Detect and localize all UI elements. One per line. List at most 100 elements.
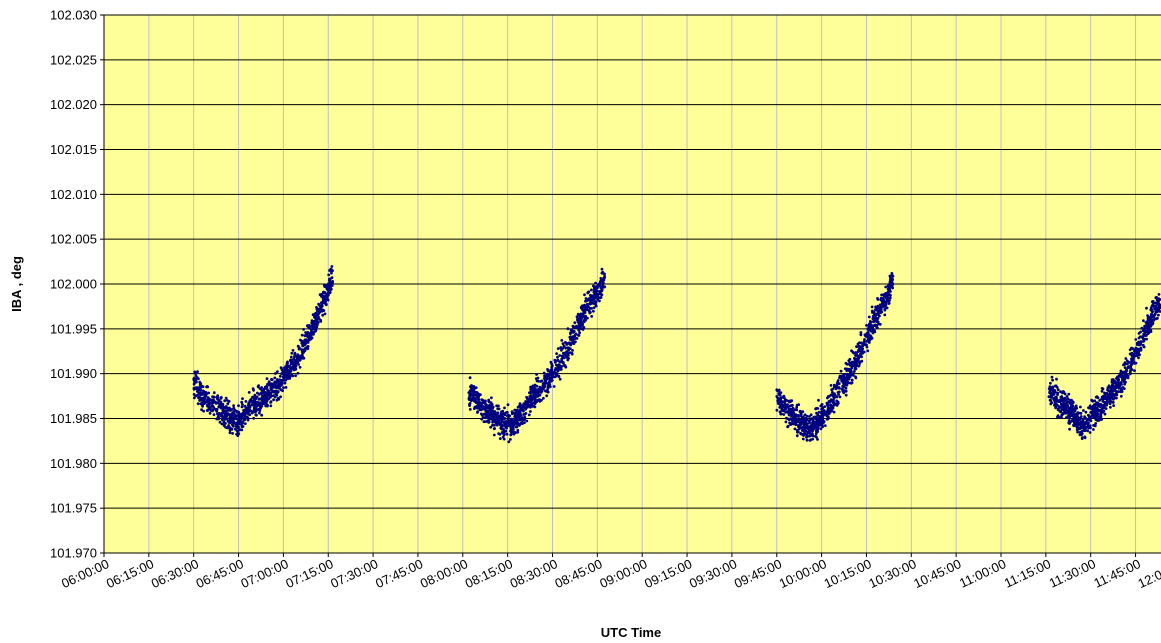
data-point-2701 <box>819 419 822 422</box>
data-point-1584 <box>554 367 557 370</box>
data-point-3708 <box>1062 400 1065 403</box>
data-point-2768 <box>848 378 851 381</box>
data-point-2879 <box>797 421 800 424</box>
data-point-3403 <box>1121 386 1124 389</box>
y-tick-label-11: 102.025 <box>50 52 97 67</box>
data-point-600 <box>258 398 261 401</box>
data-point-1887 <box>550 371 553 374</box>
data-point-3703 <box>1059 390 1062 393</box>
data-point-52 <box>299 366 302 369</box>
data-point-2854 <box>795 406 798 409</box>
data-point-3669 <box>1103 392 1106 395</box>
data-point-3563 <box>1120 395 1123 398</box>
data-point-2717 <box>879 311 882 314</box>
data-point-1987 <box>510 430 513 433</box>
data-point-3603 <box>1117 378 1120 381</box>
data-point-904 <box>211 409 214 412</box>
data-point-2671 <box>779 402 782 405</box>
data-point-3368 <box>1055 378 1058 381</box>
data-point-1999 <box>516 421 519 424</box>
data-point-3725 <box>1143 329 1146 332</box>
data-point-1945 <box>549 385 552 388</box>
data-point-3635 <box>1067 393 1070 396</box>
data-point-912 <box>268 384 271 387</box>
data-point-3277 <box>1134 338 1137 341</box>
x-tick-label-5: 07:15:00 <box>283 556 335 591</box>
data-point-1920 <box>520 422 523 425</box>
y-tick-label-12: 102.030 <box>50 8 97 23</box>
data-point-660 <box>193 379 196 382</box>
x-tick-label-6: 07:30:00 <box>328 556 380 591</box>
data-point-1988 <box>533 398 536 401</box>
data-point-3701 <box>1094 407 1097 410</box>
data-point-871 <box>230 413 233 416</box>
data-point-1820 <box>482 416 485 419</box>
data-point-964 <box>266 398 269 401</box>
data-point-3706 <box>1113 387 1116 390</box>
data-point-1996 <box>501 424 504 427</box>
data-point-117 <box>330 272 333 275</box>
data-point-3644 <box>1049 399 1052 402</box>
y-tick-label-10: 102.020 <box>50 97 97 112</box>
data-point-1350 <box>582 328 585 331</box>
data-point-1564 <box>599 293 602 296</box>
data-point-1774 <box>509 422 512 425</box>
data-point-2809 <box>787 412 790 415</box>
data-point-900 <box>286 369 289 372</box>
data-point-1256 <box>507 440 510 443</box>
data-point-847 <box>251 396 254 399</box>
data-point-2019 <box>473 400 476 403</box>
data-point-3351 <box>1142 319 1145 322</box>
data-point-3672 <box>1075 405 1078 408</box>
data-point-1579 <box>535 373 538 376</box>
y-tick-label-9: 102.015 <box>50 142 97 157</box>
data-point-1603 <box>503 407 506 410</box>
data-point-2983 <box>1057 388 1060 391</box>
data-point-1986 <box>480 398 483 401</box>
data-point-1661 <box>598 300 601 303</box>
data-point-488 <box>302 328 305 331</box>
data-point-2868 <box>821 410 824 413</box>
data-point-3489 <box>1103 396 1106 399</box>
data-point-1847 <box>585 299 588 302</box>
data-point-655 <box>318 311 321 314</box>
data-point-3705 <box>1076 426 1079 429</box>
x-tick-label-1: 06:15:00 <box>104 556 156 591</box>
data-point-3437 <box>1151 310 1154 313</box>
data-point-355 <box>241 425 244 428</box>
data-point-3697 <box>1062 391 1065 394</box>
data-point-681 <box>216 394 219 397</box>
data-point-990 <box>309 335 312 338</box>
data-point-1647 <box>560 339 563 342</box>
data-point-2870 <box>874 308 877 311</box>
data-point-2766 <box>849 358 852 361</box>
data-point-2695 <box>845 362 848 365</box>
data-point-894 <box>253 410 256 413</box>
data-point-1054 <box>469 376 472 379</box>
data-point-2733 <box>820 427 823 430</box>
data-point-1791 <box>577 329 580 332</box>
data-point-2699 <box>868 326 871 329</box>
data-point-2642 <box>857 365 860 368</box>
data-point-822 <box>202 410 205 413</box>
data-point-307 <box>297 372 300 375</box>
data-point-954 <box>330 269 333 272</box>
data-point-3726 <box>1110 392 1113 395</box>
data-point-2708 <box>870 335 873 338</box>
x-tick-label-21: 11:15:00 <box>1002 556 1053 591</box>
data-point-2785 <box>815 432 818 435</box>
data-point-1967 <box>499 414 502 417</box>
y-tick-label-2: 101.980 <box>50 456 97 471</box>
data-point-2855 <box>854 354 857 357</box>
data-point-1939 <box>597 296 600 299</box>
data-point-1955 <box>566 353 569 356</box>
data-point-1883 <box>580 314 583 317</box>
data-point-1010 <box>229 426 232 429</box>
data-point-487 <box>223 406 226 409</box>
data-point-1634 <box>523 421 526 424</box>
data-point-765 <box>219 421 222 424</box>
x-tick-label-11: 08:45:00 <box>552 556 604 591</box>
data-point-1664 <box>489 426 492 429</box>
data-point-3613 <box>1126 359 1129 362</box>
